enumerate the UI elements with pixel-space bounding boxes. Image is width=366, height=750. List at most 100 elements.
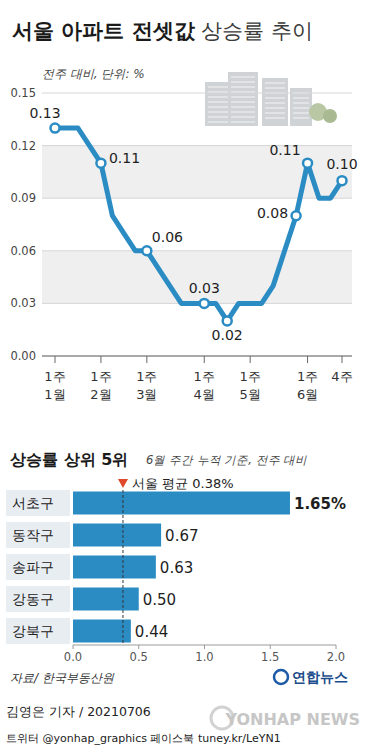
marker <box>200 299 209 308</box>
x-axis-line <box>42 356 352 357</box>
x-tick-label-line: 1주 <box>44 369 65 384</box>
y-tick-label: 0.03 <box>10 296 36 310</box>
bar <box>73 588 139 611</box>
logo-icon <box>274 670 288 684</box>
x-tick-label-line: 2월 <box>90 387 111 402</box>
building <box>205 82 231 126</box>
bars <box>73 492 290 643</box>
reference-line <box>122 490 123 645</box>
marker <box>223 316 232 325</box>
row-label-bg <box>6 522 70 548</box>
category-label: 송파구 <box>12 559 54 575</box>
building-window <box>208 96 228 98</box>
x-tick <box>342 356 343 363</box>
band <box>42 251 352 304</box>
data-label: 0.11 <box>269 142 300 158</box>
x-tick-label-line: 4주 <box>331 369 352 384</box>
category-label: 강동구 <box>12 591 54 607</box>
x-tick <box>307 356 308 363</box>
building-window <box>293 112 309 114</box>
building-window <box>231 111 255 113</box>
x-tick-label: 1.0 <box>195 650 213 664</box>
data-label: 0.67 <box>165 527 198 545</box>
x-tick-label: 1주5월 <box>240 369 261 402</box>
x-tick-label: 1.5 <box>261 650 279 664</box>
x-tick-label: 2.0 <box>327 650 345 664</box>
grid-line <box>42 250 352 251</box>
title-part: 추이 <box>264 19 313 43</box>
title-part: 상승률 <box>195 19 265 43</box>
building-window <box>208 116 228 118</box>
canvas: 서울 아파트 전셋값 상승률 추이전주 대비, 단위: %0.000.030.0… <box>0 0 366 750</box>
bar <box>73 620 131 643</box>
x-tick <box>270 645 271 649</box>
building-window <box>208 111 228 113</box>
x-tick-label-line: 3월 <box>136 387 157 402</box>
marker <box>303 159 312 168</box>
title-part: 전셋값 <box>124 19 194 43</box>
x-tick-label-line: 1주 <box>194 369 215 384</box>
reference-marker <box>118 479 128 488</box>
x-tick <box>73 645 74 649</box>
building-window <box>208 121 228 123</box>
building-window <box>265 112 285 114</box>
reference-label: 서울 평균 0.38% <box>132 476 234 491</box>
page: {"chart_data": [ {"type": "line", "title… <box>0 0 366 750</box>
building-window <box>231 81 255 83</box>
building-window <box>231 101 255 103</box>
data-label: 0.06 <box>152 229 183 245</box>
data-label: 0.02 <box>212 327 243 343</box>
data-label: 0.13 <box>29 105 60 121</box>
title-part: 서울 <box>12 19 54 43</box>
x-tick-label-line: 1주 <box>297 369 318 384</box>
row-label-bg <box>6 618 70 644</box>
data-label: 0.50 <box>143 591 176 609</box>
building-window <box>293 117 309 119</box>
background <box>0 0 366 750</box>
data-label: 0.08 <box>257 205 288 221</box>
y-tick-label: 0.12 <box>10 139 36 153</box>
x-tick-label-line: 6월 <box>297 387 318 402</box>
data-label: 1.65% <box>294 495 346 513</box>
y-tick-label: 0.09 <box>10 191 36 205</box>
building <box>262 78 288 126</box>
building-window <box>293 102 309 104</box>
building-window <box>265 82 285 84</box>
y-tick-label: 0.00 <box>10 349 36 363</box>
x-tick <box>100 356 101 363</box>
marker <box>292 211 301 220</box>
x-tick-label: 1주1월 <box>44 369 65 402</box>
row-label-bg <box>6 586 70 612</box>
marker <box>338 176 347 185</box>
data-label: 0.03 <box>189 280 220 296</box>
bar <box>73 556 156 579</box>
source: 자료/ 한국부동산원 <box>10 671 115 685</box>
social: 트위터 @yonhap_graphics 페이스북 tuney.kr/LeYN1 <box>6 732 281 745</box>
buildings-illustration <box>205 72 337 126</box>
x-tick-label: 4주 <box>331 369 352 384</box>
x-tick-label: 0.5 <box>130 650 148 664</box>
logo: 연합뉴스 <box>292 669 348 685</box>
x-tick-label-line: 4월 <box>194 387 215 402</box>
building-window <box>231 121 255 123</box>
marker <box>96 159 105 168</box>
x-tick-label-line: 1월 <box>44 387 65 402</box>
line-series <box>51 124 347 326</box>
y-tick-label: 0.15 <box>10 86 36 100</box>
building-window <box>208 106 228 108</box>
building-window <box>231 96 255 98</box>
building-window <box>231 116 255 118</box>
data-label: 0.10 <box>326 156 357 172</box>
data-label: 0.11 <box>109 150 140 166</box>
x-tick-label: 1주6월 <box>297 369 318 402</box>
building <box>290 88 312 126</box>
building-window <box>293 97 309 99</box>
x-tick <box>55 356 56 363</box>
x-tick-label: 1주3월 <box>136 369 157 402</box>
bar <box>73 524 161 547</box>
grid-line <box>42 356 352 357</box>
building-window <box>265 117 285 119</box>
x-tick-label: 1주4월 <box>194 369 215 402</box>
x-tick <box>204 645 205 649</box>
x-tick-label-line: 1주 <box>90 369 111 384</box>
